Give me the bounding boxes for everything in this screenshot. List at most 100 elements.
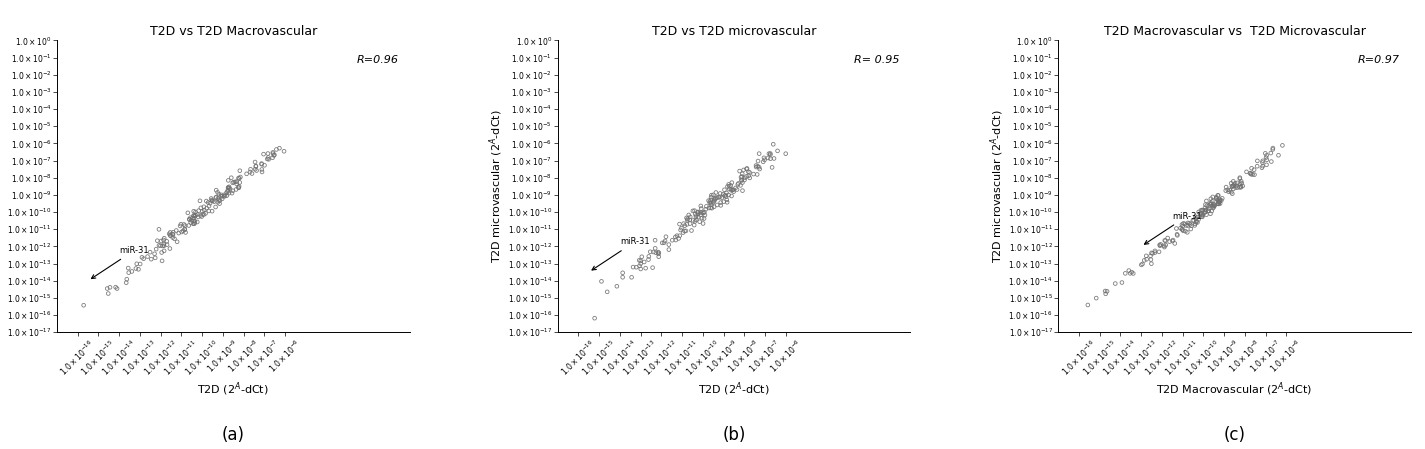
Point bbox=[190, 204, 212, 211]
Point bbox=[1170, 226, 1193, 233]
Point bbox=[644, 249, 667, 256]
Point bbox=[222, 179, 245, 186]
Point bbox=[1223, 185, 1245, 193]
Point bbox=[184, 219, 207, 226]
Point bbox=[1159, 238, 1181, 245]
Point bbox=[115, 276, 138, 283]
Point bbox=[1180, 222, 1203, 229]
Point bbox=[1224, 184, 1247, 191]
Point bbox=[178, 216, 201, 223]
Point bbox=[152, 235, 175, 242]
Point bbox=[774, 150, 797, 157]
Point bbox=[151, 257, 174, 264]
Point bbox=[675, 215, 698, 222]
Point bbox=[167, 229, 190, 237]
Point bbox=[1134, 252, 1157, 260]
Point bbox=[760, 150, 782, 157]
Point bbox=[1235, 168, 1258, 176]
Point bbox=[1171, 227, 1194, 234]
Point bbox=[621, 264, 644, 271]
Point bbox=[644, 332, 667, 339]
Point bbox=[714, 192, 737, 199]
Point bbox=[730, 174, 752, 181]
Point bbox=[590, 278, 613, 285]
Point bbox=[1194, 201, 1217, 208]
Point bbox=[651, 239, 674, 247]
Title: T2D Macrovascular vs  T2D Microvascular: T2D Macrovascular vs T2D Microvascular bbox=[1103, 25, 1365, 38]
Point bbox=[1186, 218, 1208, 225]
Point bbox=[95, 285, 118, 292]
Point bbox=[747, 158, 770, 165]
Point bbox=[734, 174, 757, 181]
Point bbox=[128, 260, 151, 268]
Point bbox=[731, 170, 754, 177]
Point bbox=[700, 204, 722, 211]
Point bbox=[192, 207, 215, 214]
Point bbox=[1120, 269, 1143, 276]
Point bbox=[228, 167, 251, 174]
Point bbox=[675, 221, 698, 228]
Point bbox=[125, 260, 148, 268]
Point bbox=[703, 203, 725, 210]
Point bbox=[671, 229, 694, 236]
Text: (a): (a) bbox=[222, 426, 245, 444]
Point bbox=[1154, 242, 1177, 249]
Point bbox=[174, 222, 197, 229]
Point bbox=[1207, 200, 1230, 207]
Point bbox=[1184, 220, 1207, 227]
Point bbox=[1191, 211, 1214, 218]
Point bbox=[683, 207, 705, 214]
Point bbox=[1194, 208, 1217, 216]
Point bbox=[684, 218, 707, 225]
Point bbox=[1180, 225, 1203, 233]
Point bbox=[1171, 226, 1194, 233]
Point bbox=[1206, 194, 1228, 202]
Point bbox=[239, 166, 262, 173]
Point bbox=[735, 165, 758, 172]
Point bbox=[1231, 182, 1254, 189]
Point bbox=[172, 221, 195, 228]
Point bbox=[145, 246, 168, 253]
Point bbox=[1194, 207, 1217, 214]
Point bbox=[201, 197, 224, 204]
Point bbox=[1196, 198, 1218, 205]
Point bbox=[221, 187, 244, 194]
Point bbox=[1141, 250, 1164, 257]
Point bbox=[1156, 234, 1178, 242]
Point bbox=[1224, 180, 1247, 187]
Point bbox=[1226, 182, 1248, 189]
Point bbox=[155, 241, 178, 248]
Point bbox=[694, 206, 717, 213]
Point bbox=[693, 209, 715, 216]
Point bbox=[245, 167, 268, 174]
Point bbox=[1186, 219, 1208, 226]
Point bbox=[1197, 207, 1220, 214]
Point bbox=[654, 233, 677, 240]
Point bbox=[1221, 178, 1244, 185]
Point bbox=[707, 194, 730, 201]
Point bbox=[1203, 203, 1226, 211]
Point bbox=[700, 192, 722, 199]
Point bbox=[225, 180, 248, 188]
Point bbox=[725, 186, 748, 193]
Point bbox=[158, 232, 181, 239]
Point bbox=[207, 199, 229, 206]
Point bbox=[611, 269, 634, 277]
Point bbox=[209, 191, 232, 198]
X-axis label: T2D (2$^A$-dCt): T2D (2$^A$-dCt) bbox=[198, 381, 269, 398]
Point bbox=[747, 163, 770, 170]
Point bbox=[218, 183, 241, 190]
Point bbox=[664, 233, 687, 241]
Point bbox=[1251, 157, 1274, 164]
Point bbox=[1226, 179, 1248, 186]
Point bbox=[1200, 207, 1223, 215]
Point bbox=[712, 190, 735, 198]
Point bbox=[684, 213, 707, 220]
Point bbox=[182, 220, 205, 227]
Point bbox=[1206, 195, 1228, 202]
Point bbox=[705, 194, 728, 201]
Point bbox=[1230, 180, 1253, 187]
Point bbox=[1184, 215, 1207, 222]
Point bbox=[708, 190, 731, 197]
Point bbox=[228, 183, 251, 190]
